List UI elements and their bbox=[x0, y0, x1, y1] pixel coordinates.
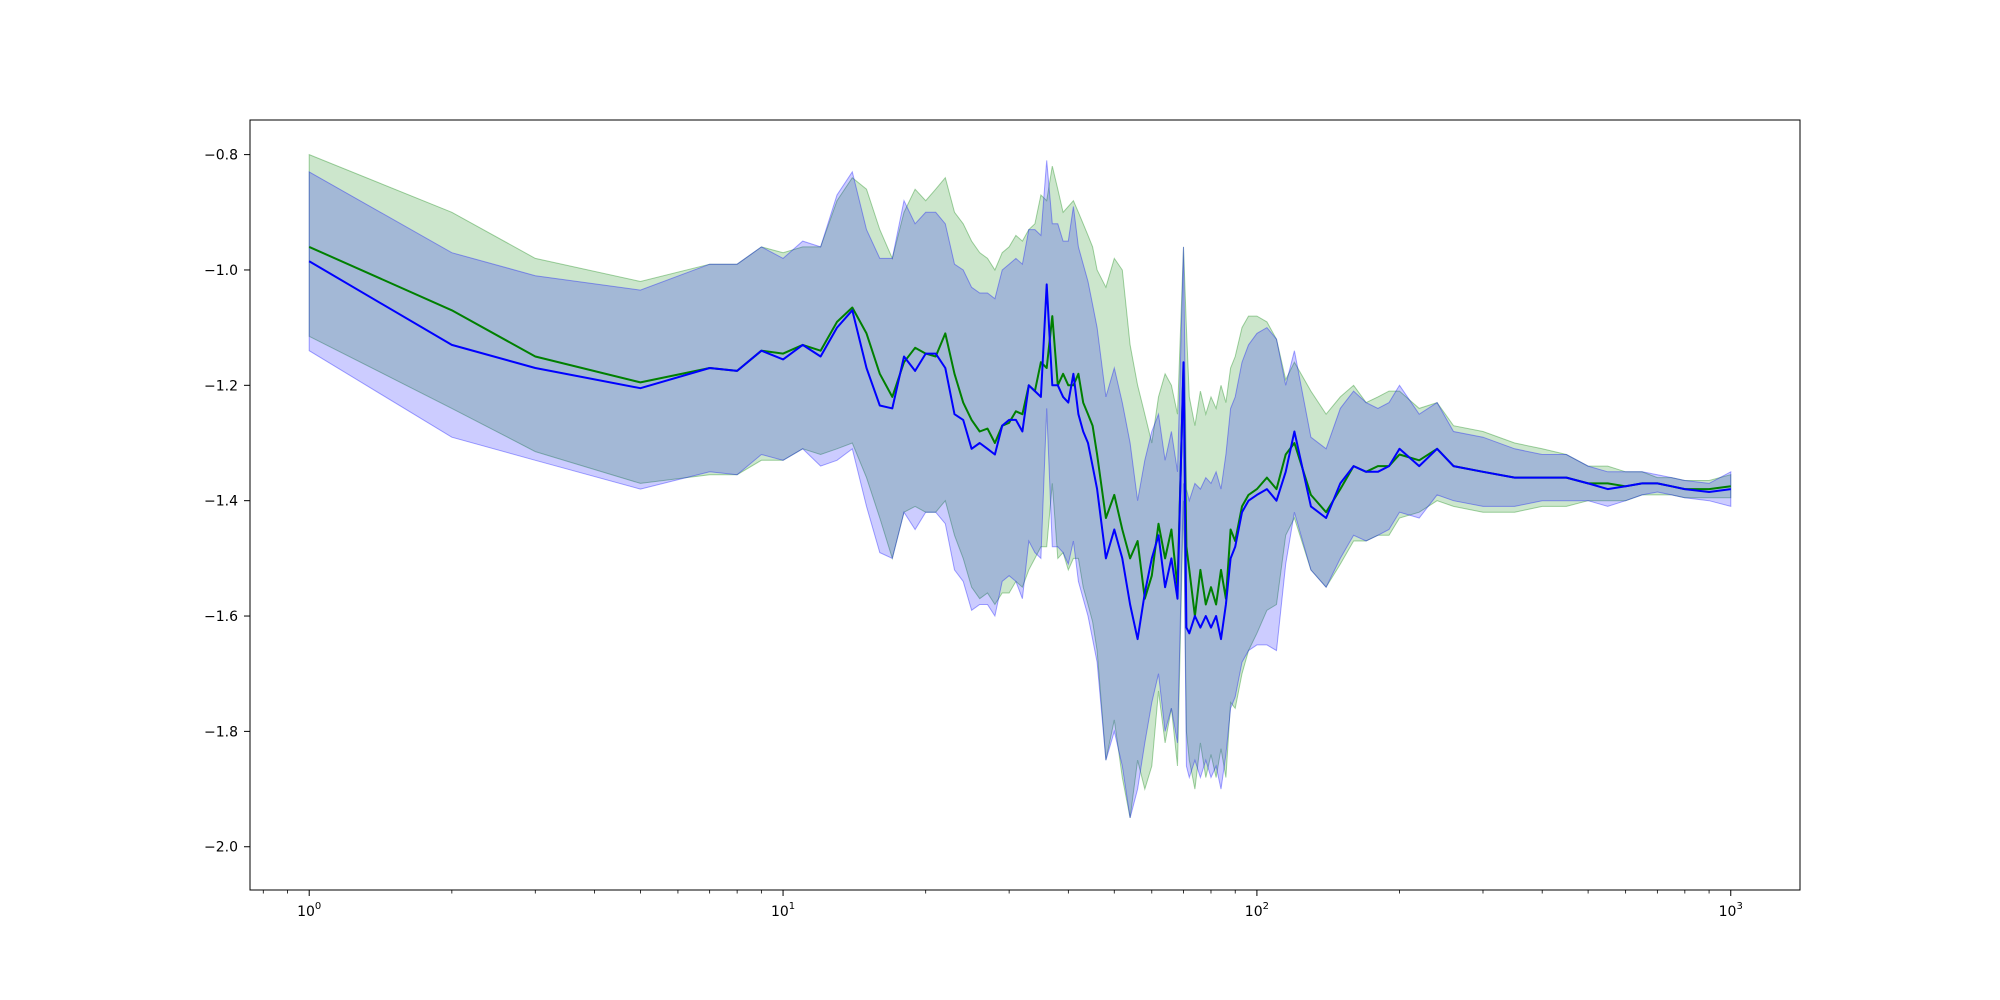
plot-frame bbox=[249, 119, 1801, 891]
y-tick-label: −1.8 bbox=[204, 724, 238, 740]
confidence-bands bbox=[308, 153, 1732, 819]
y-tick-label: −1.0 bbox=[204, 263, 238, 279]
y-tick-label: −0.8 bbox=[204, 148, 238, 164]
y-tick-label: −1.6 bbox=[204, 609, 238, 625]
x-tick-label: 100 bbox=[297, 901, 321, 920]
line-green bbox=[308, 245, 1731, 617]
x-tick-label: 102 bbox=[1245, 901, 1269, 920]
series-lines bbox=[308, 245, 1731, 641]
y-tick-label: −1.4 bbox=[204, 494, 238, 510]
y-tick-label: −2.0 bbox=[204, 840, 238, 856]
y-tick-label: −1.2 bbox=[204, 378, 238, 394]
band-blue bbox=[308, 160, 1732, 819]
line-blue bbox=[308, 260, 1731, 641]
band-green bbox=[308, 153, 1732, 818]
x-tick-label: 103 bbox=[1719, 901, 1743, 920]
x-tick-label: 101 bbox=[771, 901, 795, 920]
axes: −0.8 −1.0 −1.2 −1.4 −1.6 −1.8 −2.0 100 101 102 103 bbox=[204, 148, 1743, 920]
